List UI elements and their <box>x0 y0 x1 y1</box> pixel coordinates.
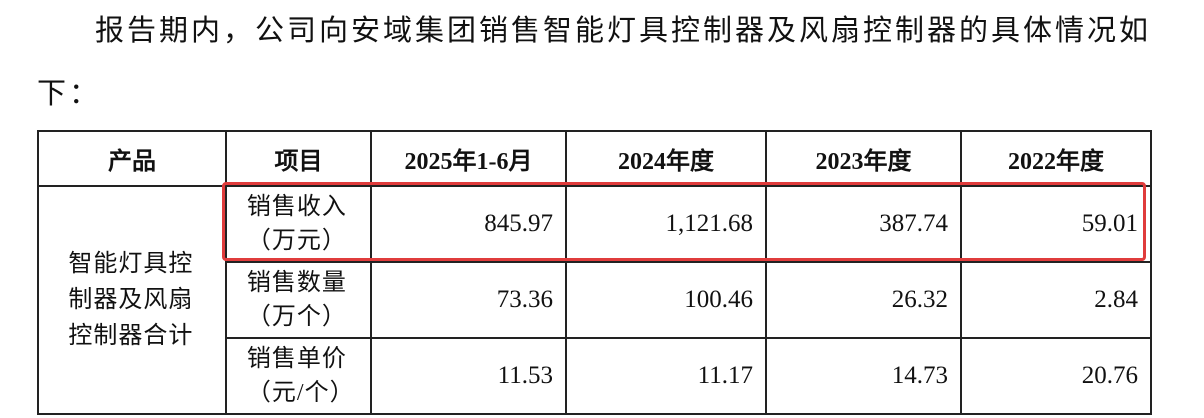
item-cell: 销售收入（万元） <box>225 185 372 263</box>
item-cell: 销售单价（元/个） <box>225 337 372 415</box>
header-row: 产品 项目 2025年1-6月 2024年度 2023年度 2022年度 <box>37 130 1152 187</box>
value-cell: 100.46 <box>565 261 767 339</box>
data-row: 智能灯具控制器及风扇控制器合计 销售收入（万元） 845.97 1,121.68… <box>37 185 1152 415</box>
value-cell: 20.76 <box>960 337 1152 415</box>
value-cell: 26.32 <box>765 261 962 339</box>
intro-text: 报告期内，公司向安域集团销售智能灯具控制器及风扇控制器的具体情况如下： <box>37 15 1152 110</box>
header-cell: 2023年度 <box>765 130 962 187</box>
product-label: 智能灯具控制器及风扇控制器合计 <box>68 251 194 349</box>
header-cell: 项目 <box>225 130 372 187</box>
value-cell: 11.17 <box>565 337 767 415</box>
data-row: 销售数量（万个） 73.36 100.46 26.32 2.84 <box>38 261 1152 339</box>
value-cell: 73.36 <box>370 261 567 339</box>
item-label: 销售单价（元/个） <box>246 346 355 406</box>
item-label: 销售数量（万个） <box>246 270 347 330</box>
header-cell: 2025年1-6月 <box>370 130 567 187</box>
header-cell: 2024年度 <box>565 130 767 187</box>
value-cell: 2.84 <box>960 261 1152 339</box>
value-cell: 387.74 <box>765 185 962 263</box>
header-cell: 2022年度 <box>960 130 1152 187</box>
value-cell: 11.53 <box>370 337 567 415</box>
sales-table: 产品 项目 2025年1-6月 2024年度 2023年度 2022年度 智能灯… <box>37 130 1152 415</box>
data-row: 销售单价（元/个） 11.53 11.17 14.73 20.76 <box>38 337 1152 415</box>
highlight-box <box>222 182 1146 261</box>
value-cell: 59.01 <box>960 185 1152 263</box>
value-cell: 845.97 <box>370 185 567 263</box>
value-cell: 1,121.68 <box>565 185 767 263</box>
header-cell: 产品 <box>37 130 227 187</box>
value-cell: 14.73 <box>765 337 962 415</box>
item-label: 销售收入（万元） <box>246 194 347 254</box>
item-cell: 销售数量（万个） <box>225 261 372 339</box>
product-cell: 智能灯具控制器及风扇控制器合计 <box>37 185 227 415</box>
